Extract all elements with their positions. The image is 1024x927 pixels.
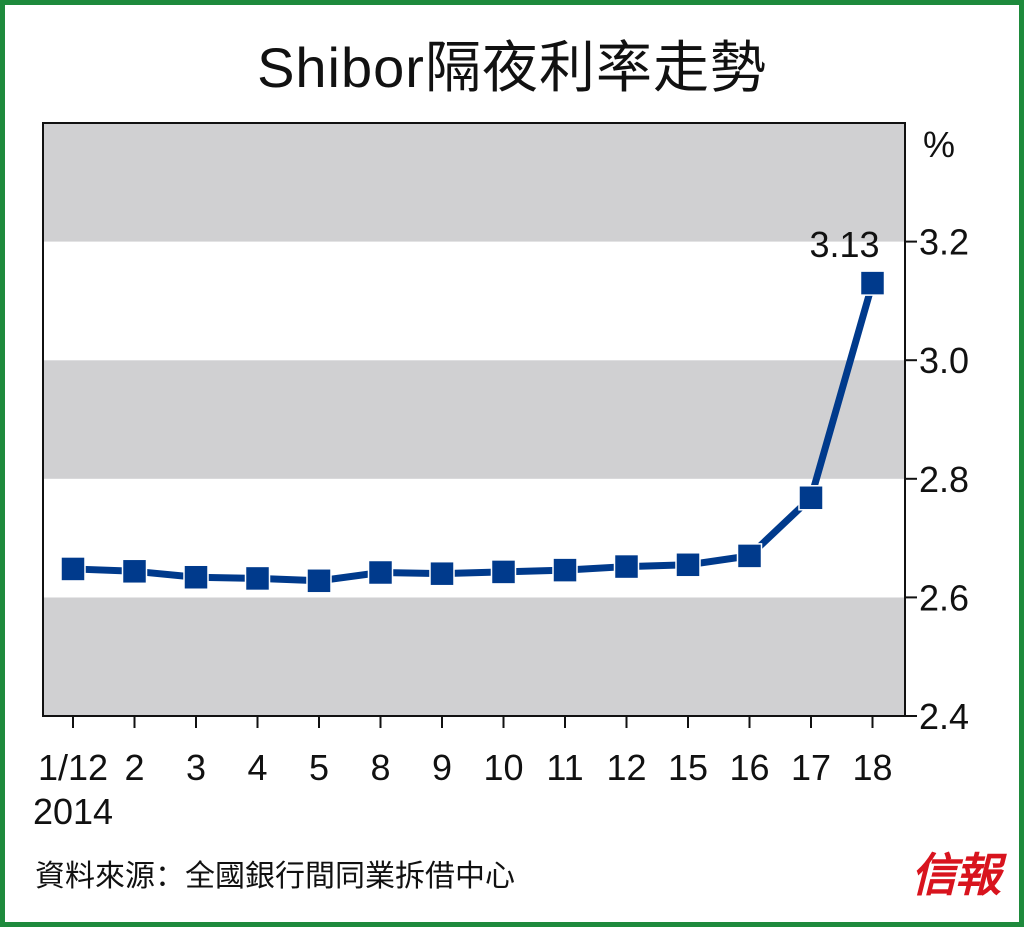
plot-frame — [42, 122, 906, 717]
y-tick-label: 2.6 — [919, 577, 969, 618]
x-tick-label: 16 — [729, 747, 769, 788]
x-tick-label: 9 — [432, 747, 452, 788]
data-point — [675, 552, 701, 578]
data-point — [183, 564, 209, 590]
x-tick-label: 11 — [546, 747, 583, 788]
data-point — [613, 553, 640, 580]
chart-axes — [42, 122, 917, 728]
tick-labels: 2.4 2.6 2.8 3.0 3.2% 1/12 2 3 4 5 8 9 10 11 12 15 16 17 18… — [33, 124, 969, 832]
data-point — [306, 568, 332, 594]
y-tick-label: 3.2 — [919, 222, 969, 263]
x-tick-label: 18 — [852, 747, 892, 788]
data-point — [798, 485, 824, 511]
x-tick-label: 17 — [791, 747, 831, 788]
data-point — [429, 560, 455, 587]
background-band — [43, 360, 905, 479]
data-point — [367, 559, 394, 586]
background-bands — [43, 123, 905, 716]
y-axis-unit: % — [923, 124, 955, 165]
brand-logo: 信報 — [911, 848, 1001, 902]
data-label: 3.13 — [809, 224, 879, 265]
series-layer — [60, 270, 886, 594]
x-tick-label: 12 — [606, 747, 646, 788]
x-tick-label: 4 — [247, 747, 267, 788]
data-point — [490, 559, 517, 585]
x-tick-label: 5 — [309, 747, 329, 788]
x-tick-label: 10 — [483, 747, 523, 788]
y-tick-label: 3.0 — [919, 340, 969, 381]
y-tick-label: 2.8 — [919, 459, 969, 500]
x-tick-label: 3 — [186, 747, 206, 788]
source-note: 資料來源：全國銀行間同業拆借中心 — [35, 860, 515, 893]
y-tick-label: 2.4 — [919, 696, 969, 737]
background-band — [43, 478, 905, 598]
x-year-label: 2014 — [33, 791, 113, 832]
background-band — [43, 597, 905, 716]
data-point — [244, 565, 271, 592]
line-chart: 2.4 2.6 2.8 3.0 3.2% 1/12 2 3 4 5 8 9 10 11 12 15 16 17 18… — [33, 122, 969, 832]
chart-title: Shibor隔夜利率走勢 — [257, 36, 767, 99]
background-band — [43, 123, 905, 242]
x-tick-label: 8 — [370, 747, 390, 788]
data-point — [121, 558, 148, 585]
background-band — [43, 241, 905, 361]
data-point — [60, 556, 86, 582]
x-tick-label: 1/12 — [38, 747, 108, 788]
data-point — [736, 543, 763, 569]
x-tick-label: 15 — [668, 747, 708, 788]
x-tick-label: 2 — [124, 747, 144, 788]
data-point — [552, 557, 578, 583]
data-point — [859, 270, 886, 296]
